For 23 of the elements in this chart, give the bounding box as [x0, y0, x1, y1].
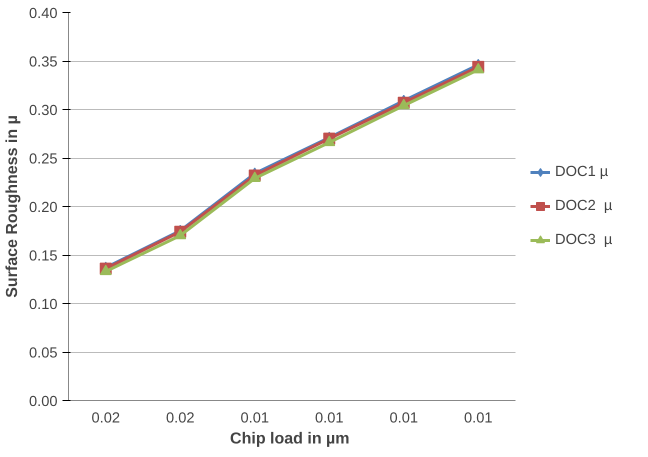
point — [323, 136, 336, 146]
y-tick-label: 0.00 — [28, 394, 58, 410]
x-tick-label: 0.02 — [91, 410, 120, 426]
point — [248, 172, 261, 182]
y-tick-label: 0.25 — [28, 152, 58, 168]
x-tick-label: 0.01 — [314, 410, 344, 426]
point — [174, 228, 186, 240]
legend-label: DOC3 µ — [555, 232, 612, 248]
legend-label: DOC1 µ — [555, 164, 608, 180]
legend-label: DOC2 µ — [555, 198, 612, 214]
x-axis-title: Chip load in µm — [230, 430, 350, 448]
y-tick-label: 0.05 — [28, 346, 58, 362]
x-tick-label: 0.01 — [464, 410, 493, 426]
y-tick-label: 0.15 — [28, 248, 58, 264]
x-tick-label: 0.01 — [389, 410, 418, 426]
y-tick-label: 0.30 — [28, 103, 58, 119]
y-tick-label: 0.40 — [28, 6, 58, 22]
y-tick-label: 0.10 — [28, 297, 58, 313]
y-tick-label: 0.35 — [28, 54, 58, 70]
x-tick-label: 0.02 — [166, 410, 195, 426]
y-axis-title: Surface Roughness in µ — [4, 115, 21, 298]
y-tick-label: 0.20 — [28, 200, 58, 216]
x-tick-label: 0.01 — [240, 410, 270, 426]
